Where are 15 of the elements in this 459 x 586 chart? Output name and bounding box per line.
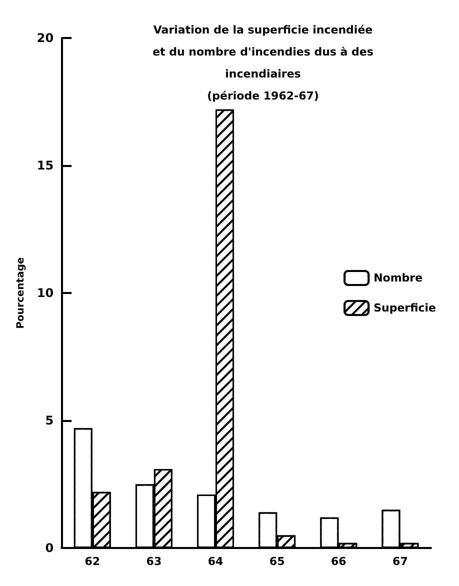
x-tick-label: 66 <box>330 555 347 568</box>
legend-label: Nombre <box>374 272 423 284</box>
y-tick-label: 20 <box>36 31 54 45</box>
text: Variation de la superficie incendiée et du nombre d'incendies dus à des incendiaires (période 1962-67) <box>152 24 374 102</box>
y-tick-label: 5 <box>45 414 54 428</box>
y-tick-label: 0 <box>45 541 54 555</box>
x-tick-label: 65 <box>269 555 285 568</box>
x-tick-label: 63 <box>146 555 162 568</box>
legend-label: Superficie <box>374 302 436 314</box>
x-tick-label: 62 <box>84 555 100 568</box>
x-tick-label: 64 <box>208 555 224 568</box>
x-tick-label: 67 <box>392 555 408 568</box>
y-tick-label: 10 <box>36 286 54 300</box>
y-tick-label: 15 <box>36 158 54 172</box>
y-axis-title: Pourcentage <box>16 257 26 329</box>
